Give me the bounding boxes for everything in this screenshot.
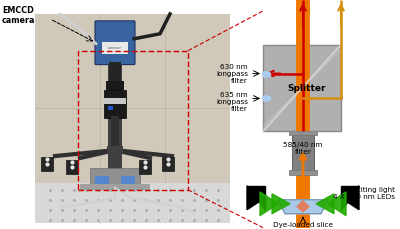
Polygon shape <box>247 186 265 210</box>
Text: 630 nm
longpass
filter: 630 nm longpass filter <box>216 64 248 84</box>
Bar <box>41 157 53 171</box>
Polygon shape <box>260 192 278 216</box>
Bar <box>102 42 128 54</box>
Bar <box>105 180 125 188</box>
Bar <box>162 157 174 171</box>
Bar <box>109 62 121 84</box>
Polygon shape <box>272 194 290 214</box>
Bar <box>78 51 188 190</box>
Bar <box>66 160 78 174</box>
Text: Splitter: Splitter <box>288 84 326 93</box>
Polygon shape <box>247 186 265 210</box>
Polygon shape <box>278 200 328 214</box>
Bar <box>263 45 341 131</box>
Bar <box>106 81 124 90</box>
Bar <box>104 98 126 104</box>
Bar <box>289 170 317 175</box>
Bar <box>35 183 230 223</box>
Bar <box>95 176 109 184</box>
Polygon shape <box>341 186 359 210</box>
Bar <box>121 176 135 184</box>
Bar <box>35 14 230 223</box>
Bar <box>108 59 122 188</box>
Bar <box>289 129 317 135</box>
Bar <box>35 14 230 223</box>
Bar <box>80 184 150 190</box>
Text: 635 nm
longpass
filter: 635 nm longpass filter <box>216 92 248 112</box>
Bar <box>90 168 140 188</box>
Polygon shape <box>316 194 334 214</box>
Text: Dye-loaded slice: Dye-loaded slice <box>273 222 333 228</box>
Bar <box>139 160 151 174</box>
Bar <box>292 131 314 173</box>
Bar <box>111 116 119 148</box>
Polygon shape <box>328 192 346 216</box>
FancyBboxPatch shape <box>95 21 135 65</box>
Bar <box>107 146 123 154</box>
Text: Lumencor: Lumencor <box>108 46 122 50</box>
Text: Exciting light
4 X 530 nm LEDs: Exciting light 4 X 530 nm LEDs <box>333 187 395 200</box>
Bar <box>108 106 113 110</box>
Text: EMCCD
camera: EMCCD camera <box>2 6 36 25</box>
Polygon shape <box>341 186 359 210</box>
Bar <box>104 90 126 118</box>
Text: 585/40 nm
filter: 585/40 nm filter <box>283 142 323 155</box>
Polygon shape <box>297 201 309 212</box>
